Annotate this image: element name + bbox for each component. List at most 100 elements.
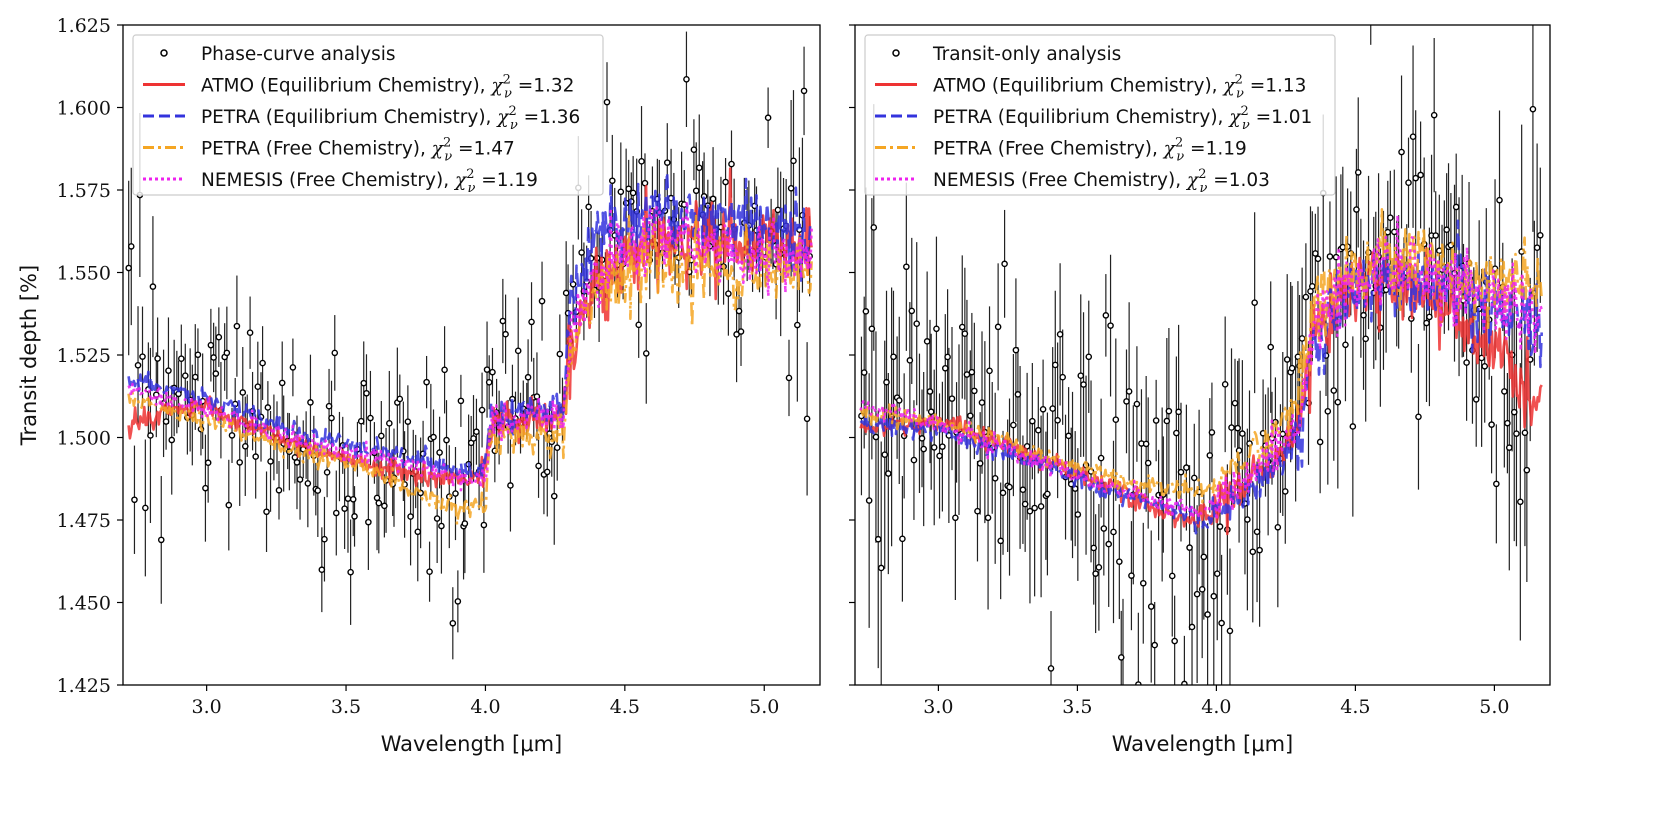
data-point	[1302, 293, 1310, 301]
data-point	[1047, 665, 1055, 672]
data-point	[264, 404, 272, 411]
legend-equals: =	[1244, 76, 1265, 97]
data-point	[883, 378, 890, 386]
data-point	[165, 367, 172, 374]
data-point	[1206, 452, 1214, 459]
chart-panel-left: 3.0 3.5 4.0 4.5 5.0 1.425 1.450 1.475 1.500 1.525…	[17, 15, 821, 756]
data-point	[1080, 381, 1087, 388]
data-point	[728, 160, 735, 168]
chart-panel-right: 3.0 3.5 4.0 4.5 5.0 Wavelength [μm] Transit-on…	[849, 24, 1551, 756]
data-point	[347, 568, 354, 576]
data-point	[147, 432, 154, 439]
legend-label: PETRA (Equilibrium Chemistry), χ2 ν =1.36	[201, 104, 580, 133]
data-point	[454, 598, 462, 605]
legend-marker	[892, 49, 900, 57]
legend-chi-sub: ν	[504, 87, 512, 102]
data-point	[1147, 603, 1155, 610]
data-point	[223, 349, 231, 357]
data-point	[1253, 528, 1261, 536]
data-point	[1249, 548, 1257, 556]
model-line-petra-eq	[127, 170, 813, 483]
data-point	[1175, 408, 1182, 416]
data-point	[787, 184, 795, 192]
data-point	[1398, 148, 1405, 156]
legend-chi2-value: 1.36	[539, 107, 580, 128]
data-point	[629, 189, 637, 197]
model-line-petra-eq	[859, 219, 1543, 535]
data-point	[1443, 226, 1450, 234]
data-point	[1298, 335, 1306, 342]
data-point	[1430, 111, 1438, 119]
data-point	[994, 323, 1002, 331]
data-point	[1510, 408, 1518, 416]
x-axis-label: Wavelength [μm]	[381, 732, 562, 756]
data-point	[1288, 364, 1296, 372]
legend-label: PETRA (Equilibrium Chemistry), χ2 ν =1.01	[933, 104, 1312, 133]
data-point	[215, 333, 223, 341]
data-point	[538, 297, 546, 305]
data-point	[865, 497, 873, 504]
data-point	[480, 521, 488, 529]
data-point	[1316, 438, 1324, 446]
data-point	[127, 243, 135, 250]
data-point	[535, 462, 542, 470]
data-point	[764, 114, 772, 122]
data-point	[890, 353, 897, 361]
data-point	[877, 564, 885, 572]
data-point	[609, 177, 616, 185]
legend-box	[132, 34, 604, 196]
data-point	[1133, 400, 1141, 408]
data-point	[1142, 440, 1150, 448]
data-point	[367, 414, 374, 422]
data-point	[1116, 558, 1123, 565]
data-point	[785, 374, 793, 382]
data-point	[341, 505, 348, 512]
legend-chi2-value: 1.19	[497, 170, 538, 191]
data-point	[930, 444, 938, 451]
y-tick-label: 1.525	[57, 345, 111, 367]
legend-chi: χ	[1221, 76, 1236, 97]
legend-label-name: Phase-curve analysis	[201, 44, 396, 65]
data-point	[737, 328, 745, 335]
data-point	[1054, 416, 1061, 424]
legend-label-name: PETRA (Free Chemistry),	[201, 139, 432, 160]
data-point	[868, 325, 876, 333]
data-point	[1354, 169, 1362, 176]
data-point	[1216, 523, 1224, 530]
data-point	[381, 502, 388, 510]
data-point	[1151, 641, 1158, 649]
data-point	[436, 449, 443, 456]
data-point	[1049, 405, 1056, 412]
data-point	[1001, 260, 1008, 268]
data-point	[142, 504, 149, 512]
data-point	[1251, 299, 1258, 306]
data-point	[1085, 353, 1093, 361]
data-point	[443, 436, 450, 444]
x-tick-label: 4.5	[610, 696, 640, 718]
data-point	[1426, 313, 1433, 321]
data-point	[1405, 179, 1412, 186]
data-point	[1065, 432, 1072, 440]
legend-box	[864, 34, 1336, 196]
data-point	[872, 433, 880, 441]
data-point	[963, 371, 971, 378]
data-point	[1123, 398, 1130, 405]
data-point	[332, 509, 340, 517]
legend-chi-sup: 2	[466, 167, 474, 182]
data-point	[1188, 623, 1196, 631]
data-point	[154, 355, 161, 362]
y-tick-label: 1.625	[57, 15, 111, 37]
data-point	[1505, 444, 1513, 451]
data-point	[939, 443, 946, 450]
legend-label-name: NEMESIS (Free Chemistry),	[201, 170, 455, 191]
legend-chi-sub: ν	[1236, 87, 1244, 102]
data-point	[404, 418, 412, 425]
data-point	[1193, 590, 1201, 598]
legend-chi2-value: 1.32	[533, 76, 574, 97]
data-point	[1152, 417, 1160, 424]
data-point	[351, 513, 358, 520]
data-point	[920, 445, 927, 453]
data-point	[997, 537, 1004, 545]
legend-chi-sup: 2	[1241, 104, 1249, 119]
data-point	[293, 459, 301, 466]
